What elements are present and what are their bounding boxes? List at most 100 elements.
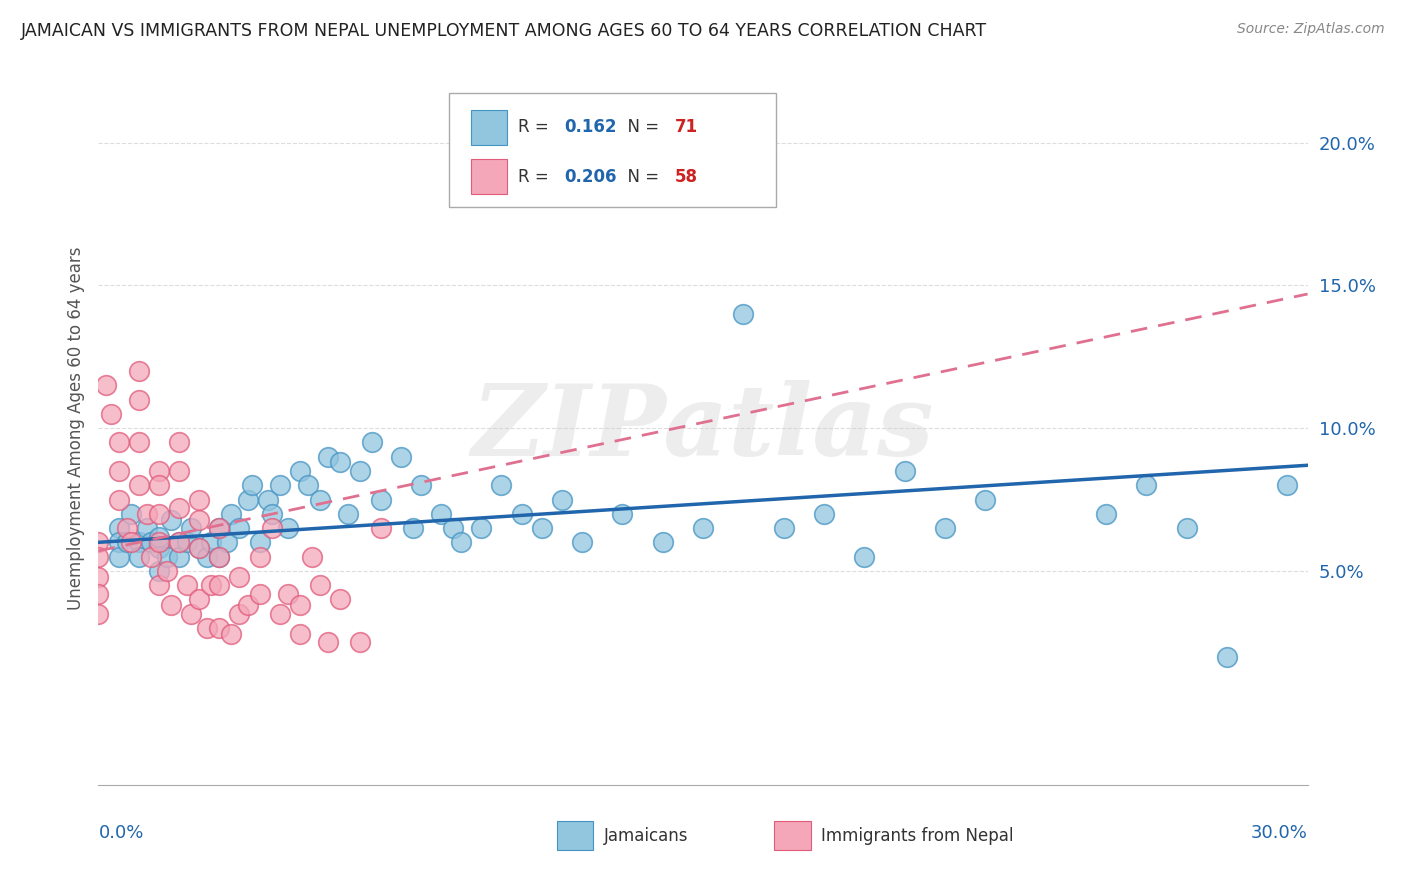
Point [389,450,412,464]
Text: N =: N = [617,119,665,136]
Text: 0.0%: 0.0% [98,824,143,842]
Point [188,541,211,555]
Point [87,587,110,601]
Point [309,578,332,592]
Point [1277,478,1299,492]
Text: 0.206: 0.206 [564,168,616,186]
Point [402,521,425,535]
Point [249,587,271,601]
Point [148,541,170,555]
Point [107,464,129,478]
Point [309,492,332,507]
Point [370,492,392,507]
Point [228,607,250,621]
Point [893,464,915,478]
Point [236,598,259,612]
Point [288,598,311,612]
Point [128,549,150,564]
FancyBboxPatch shape [775,822,811,850]
Point [115,521,138,535]
Point [167,501,190,516]
Point [1216,649,1239,664]
Point [139,549,162,564]
Point [200,535,222,549]
Point [135,521,157,535]
Text: R =: R = [517,168,554,186]
FancyBboxPatch shape [557,822,593,850]
Point [156,564,179,578]
Point [530,521,553,535]
Point [349,635,371,649]
Point [148,564,170,578]
Point [1135,478,1157,492]
Point [208,521,231,535]
Text: 58: 58 [675,168,699,186]
Point [297,478,319,492]
Point [370,521,392,535]
Point [120,535,142,549]
Point [409,478,432,492]
Point [128,364,150,378]
Point [167,464,190,478]
Point [208,621,231,635]
Point [337,507,360,521]
Point [301,549,323,564]
Point [361,435,384,450]
Point [733,307,755,321]
Point [139,535,162,549]
Text: JAMAICAN VS IMMIGRANTS FROM NEPAL UNEMPLOYMENT AMONG AGES 60 TO 64 YEARS CORRELA: JAMAICAN VS IMMIGRANTS FROM NEPAL UNEMPL… [21,22,987,40]
Point [329,592,352,607]
Point [221,626,243,640]
Point [188,492,211,507]
Point [195,549,218,564]
Point [96,378,118,392]
Point [128,435,150,450]
Point [277,521,299,535]
Point [249,535,271,549]
Point [200,578,222,592]
Point [260,521,283,535]
Point [441,521,464,535]
Point [120,507,142,521]
Point [651,535,673,549]
Point [269,478,291,492]
Point [180,521,202,535]
Point [269,607,291,621]
Point [236,492,259,507]
Point [148,578,170,592]
Point [217,535,239,549]
Point [450,535,472,549]
Point [591,178,613,193]
Point [148,464,170,478]
Point [160,512,183,526]
Point [221,507,243,521]
Point [934,521,956,535]
FancyBboxPatch shape [471,159,508,194]
Point [430,507,453,521]
Point [107,492,129,507]
Point [228,569,250,583]
Point [115,535,138,549]
Point [329,455,352,469]
Point [288,626,311,640]
FancyBboxPatch shape [449,93,776,207]
Y-axis label: Unemployment Among Ages 60 to 64 years: Unemployment Among Ages 60 to 64 years [66,246,84,610]
Point [156,549,179,564]
Point [316,635,339,649]
Point [470,521,492,535]
Point [974,492,997,507]
Point [148,478,170,492]
Point [349,464,371,478]
Point [1095,507,1118,521]
Point [148,535,170,549]
Point [107,521,129,535]
Point [167,435,190,450]
FancyBboxPatch shape [471,110,508,145]
Point [316,450,339,464]
Point [107,535,129,549]
Point [176,578,198,592]
Point [107,549,129,564]
Point [288,464,311,478]
Point [107,435,129,450]
Point [87,549,110,564]
